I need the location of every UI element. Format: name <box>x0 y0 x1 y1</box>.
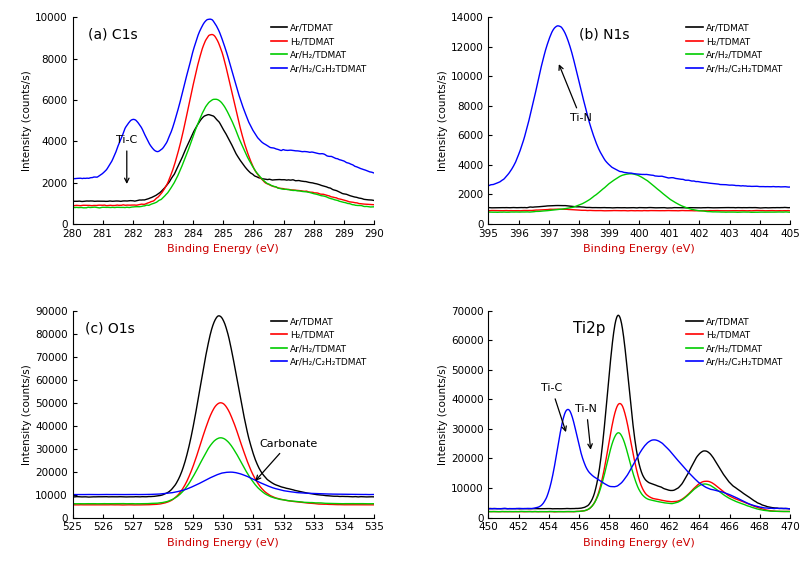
Text: Ti-C: Ti-C <box>541 384 567 431</box>
Text: Ti-N: Ti-N <box>559 66 592 123</box>
Y-axis label: Intensity (counts/s): Intensity (counts/s) <box>23 70 32 171</box>
X-axis label: Binding Energy (eV): Binding Energy (eV) <box>584 538 695 548</box>
X-axis label: Binding Energy (eV): Binding Energy (eV) <box>168 244 279 254</box>
Y-axis label: Intensity (counts/s): Intensity (counts/s) <box>438 364 448 465</box>
Text: Ti2p: Ti2p <box>573 321 605 336</box>
Legend: Ar/TDMAT, H₂/TDMAT, Ar/H₂/TDMAT, Ar/H₂/C₂H₂TDMAT: Ar/TDMAT, H₂/TDMAT, Ar/H₂/TDMAT, Ar/H₂/C… <box>268 22 369 75</box>
Text: (c) O1s: (c) O1s <box>85 321 135 335</box>
Legend: Ar/TDMAT, H₂/TDMAT, Ar/H₂/TDMAT, Ar/H₂/C₂H₂TDMAT: Ar/TDMAT, H₂/TDMAT, Ar/H₂/TDMAT, Ar/H₂/C… <box>684 22 785 75</box>
Y-axis label: Intensity (counts/s): Intensity (counts/s) <box>438 70 448 171</box>
Text: Carbonate: Carbonate <box>256 439 318 480</box>
X-axis label: Binding Energy (eV): Binding Energy (eV) <box>584 244 695 254</box>
Legend: Ar/TDMAT, H₂/TDMAT, Ar/H₂/TDMAT, Ar/H₂/C₂H₂TDMAT: Ar/TDMAT, H₂/TDMAT, Ar/H₂/TDMAT, Ar/H₂/C… <box>684 315 785 369</box>
Text: (b) N1s: (b) N1s <box>579 28 629 41</box>
X-axis label: Binding Energy (eV): Binding Energy (eV) <box>168 538 279 548</box>
Text: Ti-N: Ti-N <box>575 404 597 448</box>
Legend: Ar/TDMAT, H₂/TDMAT, Ar/H₂/TDMAT, Ar/H₂/C₂H₂TDMAT: Ar/TDMAT, H₂/TDMAT, Ar/H₂/TDMAT, Ar/H₂/C… <box>268 315 369 369</box>
Text: (a) C1s: (a) C1s <box>88 28 137 41</box>
Text: Ti-C: Ti-C <box>116 136 137 183</box>
Y-axis label: Intensity (counts/s): Intensity (counts/s) <box>23 364 32 465</box>
